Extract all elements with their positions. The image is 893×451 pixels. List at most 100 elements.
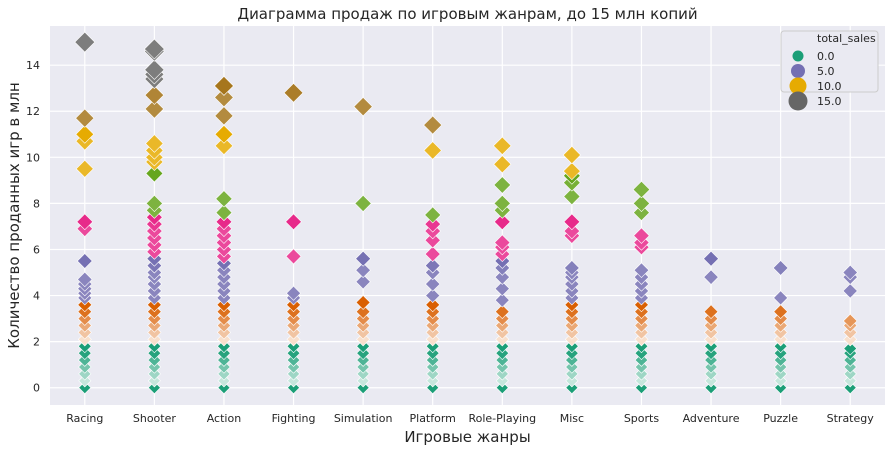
y-tick-label: 10	[26, 151, 40, 164]
data-point-strategy	[843, 341, 858, 356]
data-point-fighting	[283, 82, 304, 103]
data-point-sports	[633, 262, 650, 279]
data-point-sports	[634, 360, 649, 374]
legend-marker	[792, 50, 804, 62]
data-point-puzzle	[773, 360, 788, 374]
data-point-role-playing	[495, 381, 509, 395]
data-point-adventure	[703, 304, 719, 319]
y-tick-label: 14	[26, 59, 40, 72]
data-point-platform	[425, 297, 441, 313]
data-point-role-playing	[493, 176, 512, 194]
x-tick-label: Shooter	[133, 412, 176, 425]
data-point-misc	[565, 346, 579, 360]
x-tick-label: Adventure	[683, 412, 740, 425]
x-tick-label: Sports	[624, 412, 660, 425]
data-point-action	[217, 367, 231, 381]
data-point-racing	[74, 31, 96, 53]
data-point-role-playing	[495, 374, 509, 388]
data-point-platform	[425, 288, 441, 304]
data-point-simulation	[356, 360, 370, 374]
data-point-racing	[75, 159, 94, 178]
data-point-puzzle	[774, 367, 788, 381]
data-point-adventure	[704, 374, 718, 388]
data-point-shooter	[147, 367, 161, 381]
data-point-shooter	[145, 194, 163, 212]
data-point-platform	[426, 381, 440, 395]
legend-marker	[791, 64, 805, 78]
data-point-simulation	[356, 346, 370, 360]
data-point-action	[217, 346, 231, 360]
data-point-shooter	[147, 360, 162, 374]
data-point-action	[215, 204, 233, 222]
data-point-shooter	[145, 164, 164, 183]
data-point-platform	[423, 115, 443, 135]
data-point-action	[217, 360, 231, 374]
data-point-platform	[426, 360, 440, 374]
data-point-simulation	[356, 367, 370, 381]
data-point-simulation	[355, 304, 371, 319]
data-point-platform	[424, 257, 441, 274]
legend-marker	[789, 77, 807, 95]
data-point-fighting	[287, 381, 300, 395]
y-tick-labels: 0 2 4 6 8 10 12 14	[26, 59, 40, 395]
data-point-action	[217, 353, 231, 367]
data-point-puzzle	[773, 346, 788, 360]
x-tick-label: Fighting	[272, 412, 316, 425]
data-point-racing	[75, 124, 95, 144]
y-tick-label: 2	[33, 336, 40, 349]
data-point-simulation	[353, 96, 373, 117]
data-point-role-playing	[495, 367, 509, 381]
data-point-action	[214, 75, 234, 96]
x-tick-label: Platform	[410, 412, 456, 425]
data-point-misc	[565, 381, 579, 395]
data-point-simulation	[354, 194, 372, 212]
data-point-simulation	[355, 250, 372, 267]
data-point-misc	[563, 187, 581, 206]
data-point-shooter	[144, 59, 165, 80]
chart-title: Диаграмма продаж по игровым жанрам, до 1…	[237, 5, 697, 23]
data-point-sports	[633, 204, 650, 222]
x-tick-labels: Racing Shooter Action Fighting Simulation Pla…	[66, 412, 874, 425]
data-point-strategy	[842, 264, 858, 281]
data-point-action	[215, 190, 233, 208]
data-point-strategy	[842, 283, 858, 299]
data-point-fighting	[285, 213, 302, 231]
data-point-role-playing	[495, 360, 509, 374]
data-point-strategy	[843, 367, 857, 381]
data-point-adventure	[704, 360, 718, 374]
legend-marker	[788, 91, 808, 111]
data-point-puzzle	[773, 304, 788, 319]
data-point-sports	[634, 374, 648, 388]
data-point-platform	[426, 374, 440, 388]
data-point-racing	[78, 381, 92, 395]
data-point-strategy	[843, 360, 857, 374]
data-point-racing	[78, 360, 92, 374]
data-point-racing	[77, 271, 93, 288]
data-point-racing	[75, 108, 95, 128]
data-point-puzzle	[773, 353, 788, 367]
data-point-misc	[565, 374, 579, 388]
data-point-fighting	[286, 360, 301, 374]
x-tick-label: Role-Playing	[468, 412, 536, 425]
data-point-shooter	[147, 346, 162, 360]
data-point-misc	[565, 353, 579, 367]
data-point-platform	[425, 346, 440, 360]
data-point-fighting	[286, 346, 301, 360]
legend-label: 0.0	[817, 50, 835, 63]
data-point-simulation	[356, 381, 370, 395]
data-point-role-playing	[494, 281, 510, 297]
data-point-action	[214, 124, 234, 144]
data-point-sports	[634, 353, 649, 367]
data-point-simulation	[356, 374, 370, 388]
data-point-role-playing	[494, 304, 510, 319]
data-point-fighting	[286, 353, 301, 367]
data-point-platform	[424, 215, 442, 233]
data-point-misc	[564, 260, 580, 276]
data-point-action	[214, 106, 234, 126]
data-point-role-playing	[493, 136, 512, 156]
data-point-sports	[635, 381, 648, 395]
data-point-simulation	[356, 353, 370, 367]
data-point-misc	[563, 222, 581, 240]
data-point-fighting	[285, 248, 302, 265]
